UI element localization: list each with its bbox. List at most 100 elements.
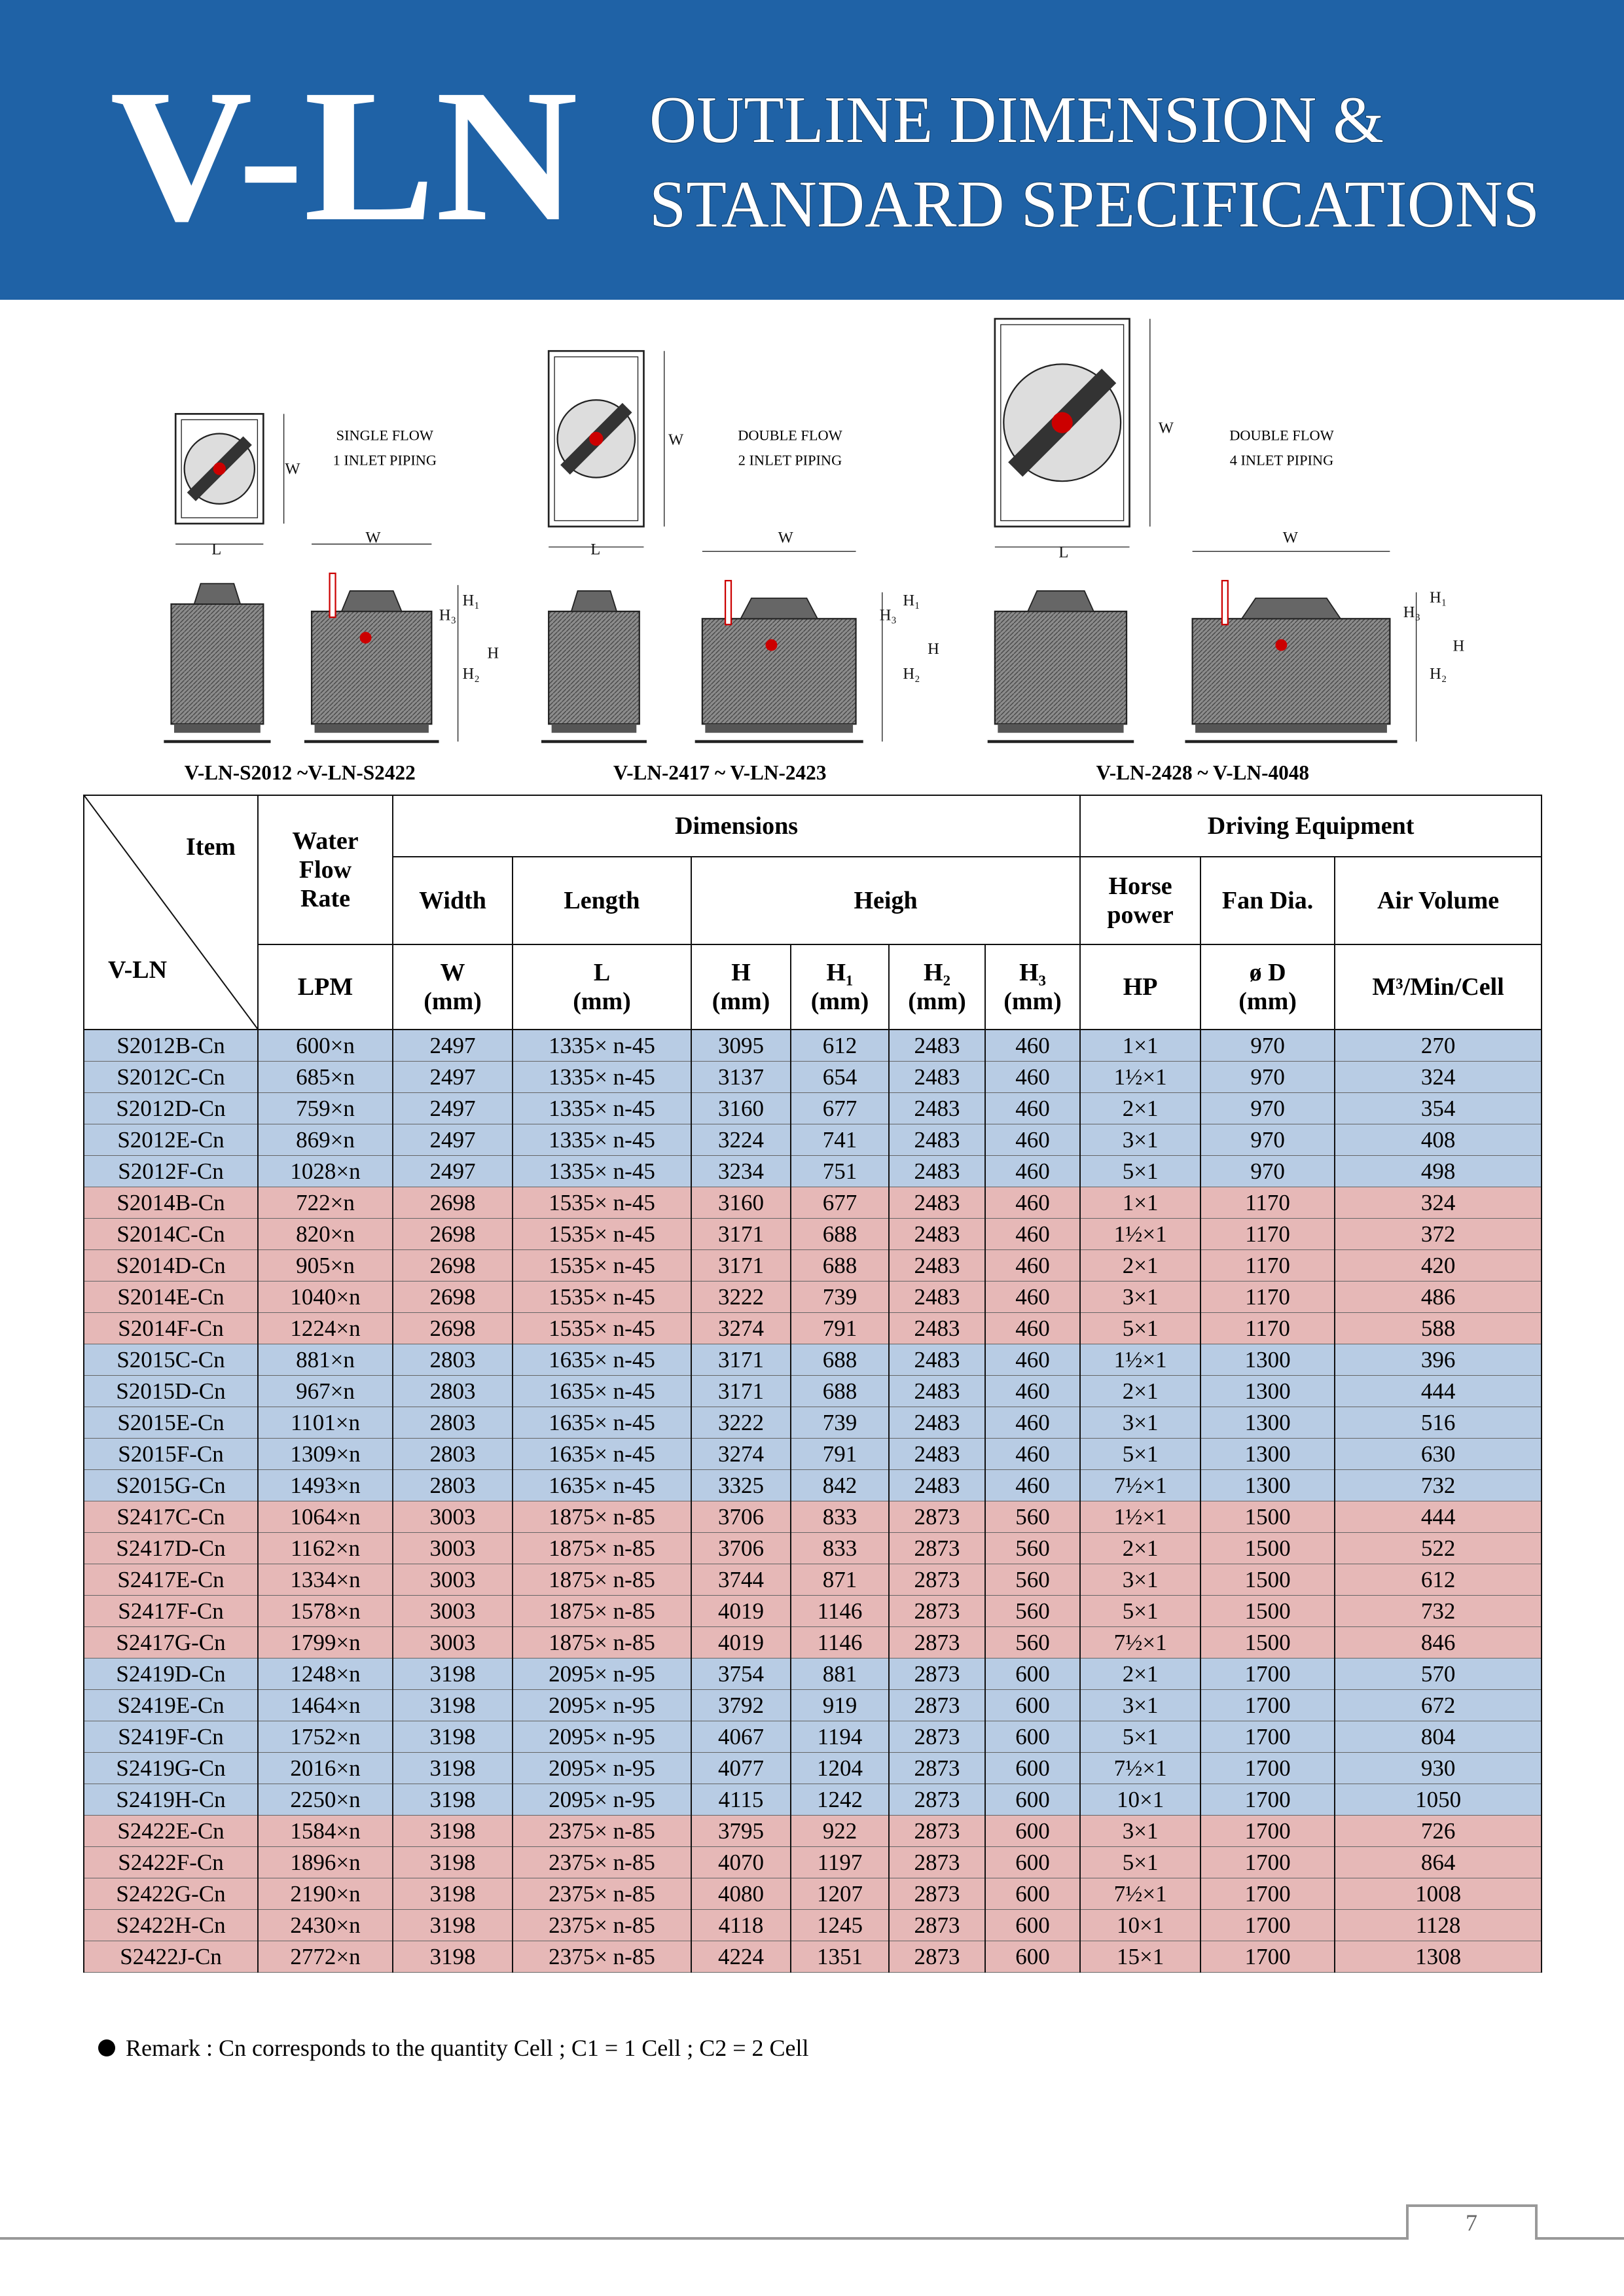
table-cell: 820×n xyxy=(257,1218,393,1250)
table-row: S2014B-Cn 722×n 2698 1535× n-45 3160 677 2483 4… xyxy=(83,1187,1543,1219)
table-cell: 970 xyxy=(1200,1124,1336,1156)
table-row: S2015C-Cn 881×n 2803 1635× n-45 3171 688 2483 4… xyxy=(83,1344,1543,1376)
table-cell: 408 xyxy=(1334,1124,1543,1156)
table-cell: 905×n xyxy=(257,1249,393,1282)
dim-label: H₁ xyxy=(463,592,480,609)
base xyxy=(314,724,429,733)
table-cell: 677 xyxy=(790,1092,890,1124)
table-row: S2014F-Cn 1224×n 2698 1535× n-45 3274 791 2483… xyxy=(83,1312,1543,1344)
table-cell: S2012D-Cn xyxy=(83,1092,259,1124)
table-cell: 3×1 xyxy=(1079,1815,1202,1847)
table-cell: 600×n xyxy=(257,1029,393,1062)
table-cell: 1300 xyxy=(1200,1438,1336,1470)
spec-table: Item V-LN Water Flow Rate Dimensions Dri… xyxy=(83,795,1543,1973)
table-cell: 460 xyxy=(984,1218,1081,1250)
fan-stack xyxy=(193,583,242,605)
table-cell: 270 xyxy=(1334,1029,1543,1062)
header-cell: Dimensions xyxy=(391,795,1081,857)
table-cell: 4070 xyxy=(691,1846,791,1878)
table-cell: 396 xyxy=(1334,1344,1543,1376)
page-number: 7 xyxy=(1466,2210,1477,2236)
table-cell: 1635× n-45 xyxy=(512,1469,692,1501)
table-cell: 1040×n xyxy=(257,1281,393,1313)
table-cell: 919 xyxy=(790,1689,890,1721)
table-cell: 1700 xyxy=(1200,1815,1336,1847)
table-cell: 1170 xyxy=(1200,1187,1336,1219)
table-cell: 460 xyxy=(984,1281,1081,1313)
header-cell: Horse power xyxy=(1079,856,1202,945)
table-cell: 498 xyxy=(1334,1155,1543,1187)
table-cell: S2015G-Cn xyxy=(83,1469,259,1501)
table-cell: 1309×n xyxy=(257,1438,393,1470)
table-cell: 1170 xyxy=(1200,1281,1336,1313)
table-cell: 2698 xyxy=(392,1187,513,1219)
table-cell: 1×1 xyxy=(1079,1029,1202,1062)
table-cell: 2483 xyxy=(888,1218,986,1250)
table-cell: 7½×1 xyxy=(1079,1626,1202,1659)
table-cell: 1535× n-45 xyxy=(512,1218,692,1250)
table-cell: 1700 xyxy=(1200,1878,1336,1910)
table-cell: 1204 xyxy=(790,1752,890,1784)
header-cell: Air Volume xyxy=(1334,856,1543,945)
base xyxy=(705,724,854,733)
table-cell: 3198 xyxy=(392,1815,513,1847)
table-cell: 1351 xyxy=(790,1941,890,1973)
table-cell: 570 xyxy=(1334,1658,1543,1690)
table-cell: 804 xyxy=(1334,1721,1543,1753)
unit-body xyxy=(310,610,433,725)
table-cell: S2422H-Cn xyxy=(83,1909,259,1941)
table-cell: S2417G-Cn xyxy=(83,1626,259,1659)
table-row: S2417D-Cn 1162×n 3003 1875× n-85 3706 833 2873… xyxy=(83,1532,1543,1564)
table-cell: 600 xyxy=(984,1721,1081,1753)
table-cell: 2497 xyxy=(392,1155,513,1187)
table-cell: 2483 xyxy=(888,1061,986,1093)
table-cell: 3274 xyxy=(691,1438,791,1470)
table-cell: S2014C-Cn xyxy=(83,1218,259,1250)
table-row: S2422F-Cn 1896×n 3198 2375× n-85 4070 1197 287… xyxy=(83,1846,1543,1878)
table-row: S2422H-Cn 2430×n 3198 2375× n-85 4118 1245 287… xyxy=(83,1909,1543,1941)
table-cell: 600 xyxy=(984,1658,1081,1690)
table-cell: 486 xyxy=(1334,1281,1543,1313)
table-cell: 600 xyxy=(984,1752,1081,1784)
table-cell: 4077 xyxy=(691,1752,791,1784)
table-cell: 1500 xyxy=(1200,1626,1336,1659)
table-cell: 2483 xyxy=(888,1438,986,1470)
table-cell: 791 xyxy=(790,1312,890,1344)
fan-stack xyxy=(1240,598,1342,620)
valve xyxy=(1275,639,1288,651)
diagram-caption: V-LN-2417 ~ V-LN-2423 xyxy=(613,761,827,784)
table-cell: 3198 xyxy=(392,1784,513,1816)
table-cell: 612 xyxy=(790,1029,890,1062)
table-cell: 3003 xyxy=(392,1626,513,1659)
table-cell: 1500 xyxy=(1200,1501,1336,1533)
table-cell: 2873 xyxy=(888,1752,986,1784)
table-cell: 1300 xyxy=(1200,1375,1336,1407)
table-cell: 2483 xyxy=(888,1187,986,1219)
table-cell: 588 xyxy=(1334,1312,1543,1344)
fan-hub xyxy=(213,462,226,475)
table-cell: 600 xyxy=(984,1846,1081,1878)
table-cell: 460 xyxy=(984,1187,1081,1219)
table-cell: S2012C-Cn xyxy=(83,1061,259,1093)
table-cell: S2012E-Cn xyxy=(83,1124,259,1156)
table-cell: 3171 xyxy=(691,1375,791,1407)
table-cell: 2873 xyxy=(888,1878,986,1910)
table-cell: 3003 xyxy=(392,1595,513,1627)
table-cell: 1050 xyxy=(1334,1784,1543,1816)
table-cell: 3744 xyxy=(691,1564,791,1596)
dim-label: H₁ xyxy=(903,592,920,609)
table-cell: 2016×n xyxy=(257,1752,393,1784)
inlet-pipe xyxy=(724,580,732,626)
table-cell: 2497 xyxy=(392,1092,513,1124)
table-cell: S2012F-Cn xyxy=(83,1155,259,1187)
table-cell: 3×1 xyxy=(1079,1407,1202,1439)
table-cell: 2095× n-95 xyxy=(512,1784,692,1816)
table-cell: 3222 xyxy=(691,1281,791,1313)
table-cell: 881×n xyxy=(257,1344,393,1376)
table-cell: 522 xyxy=(1334,1532,1543,1564)
table-cell: 460 xyxy=(984,1407,1081,1439)
table-cell: S2014D-Cn xyxy=(83,1249,259,1282)
unit-cell: L (mm) xyxy=(512,944,692,1030)
table-cell: 739 xyxy=(790,1281,890,1313)
table-cell: S2015F-Cn xyxy=(83,1438,259,1470)
